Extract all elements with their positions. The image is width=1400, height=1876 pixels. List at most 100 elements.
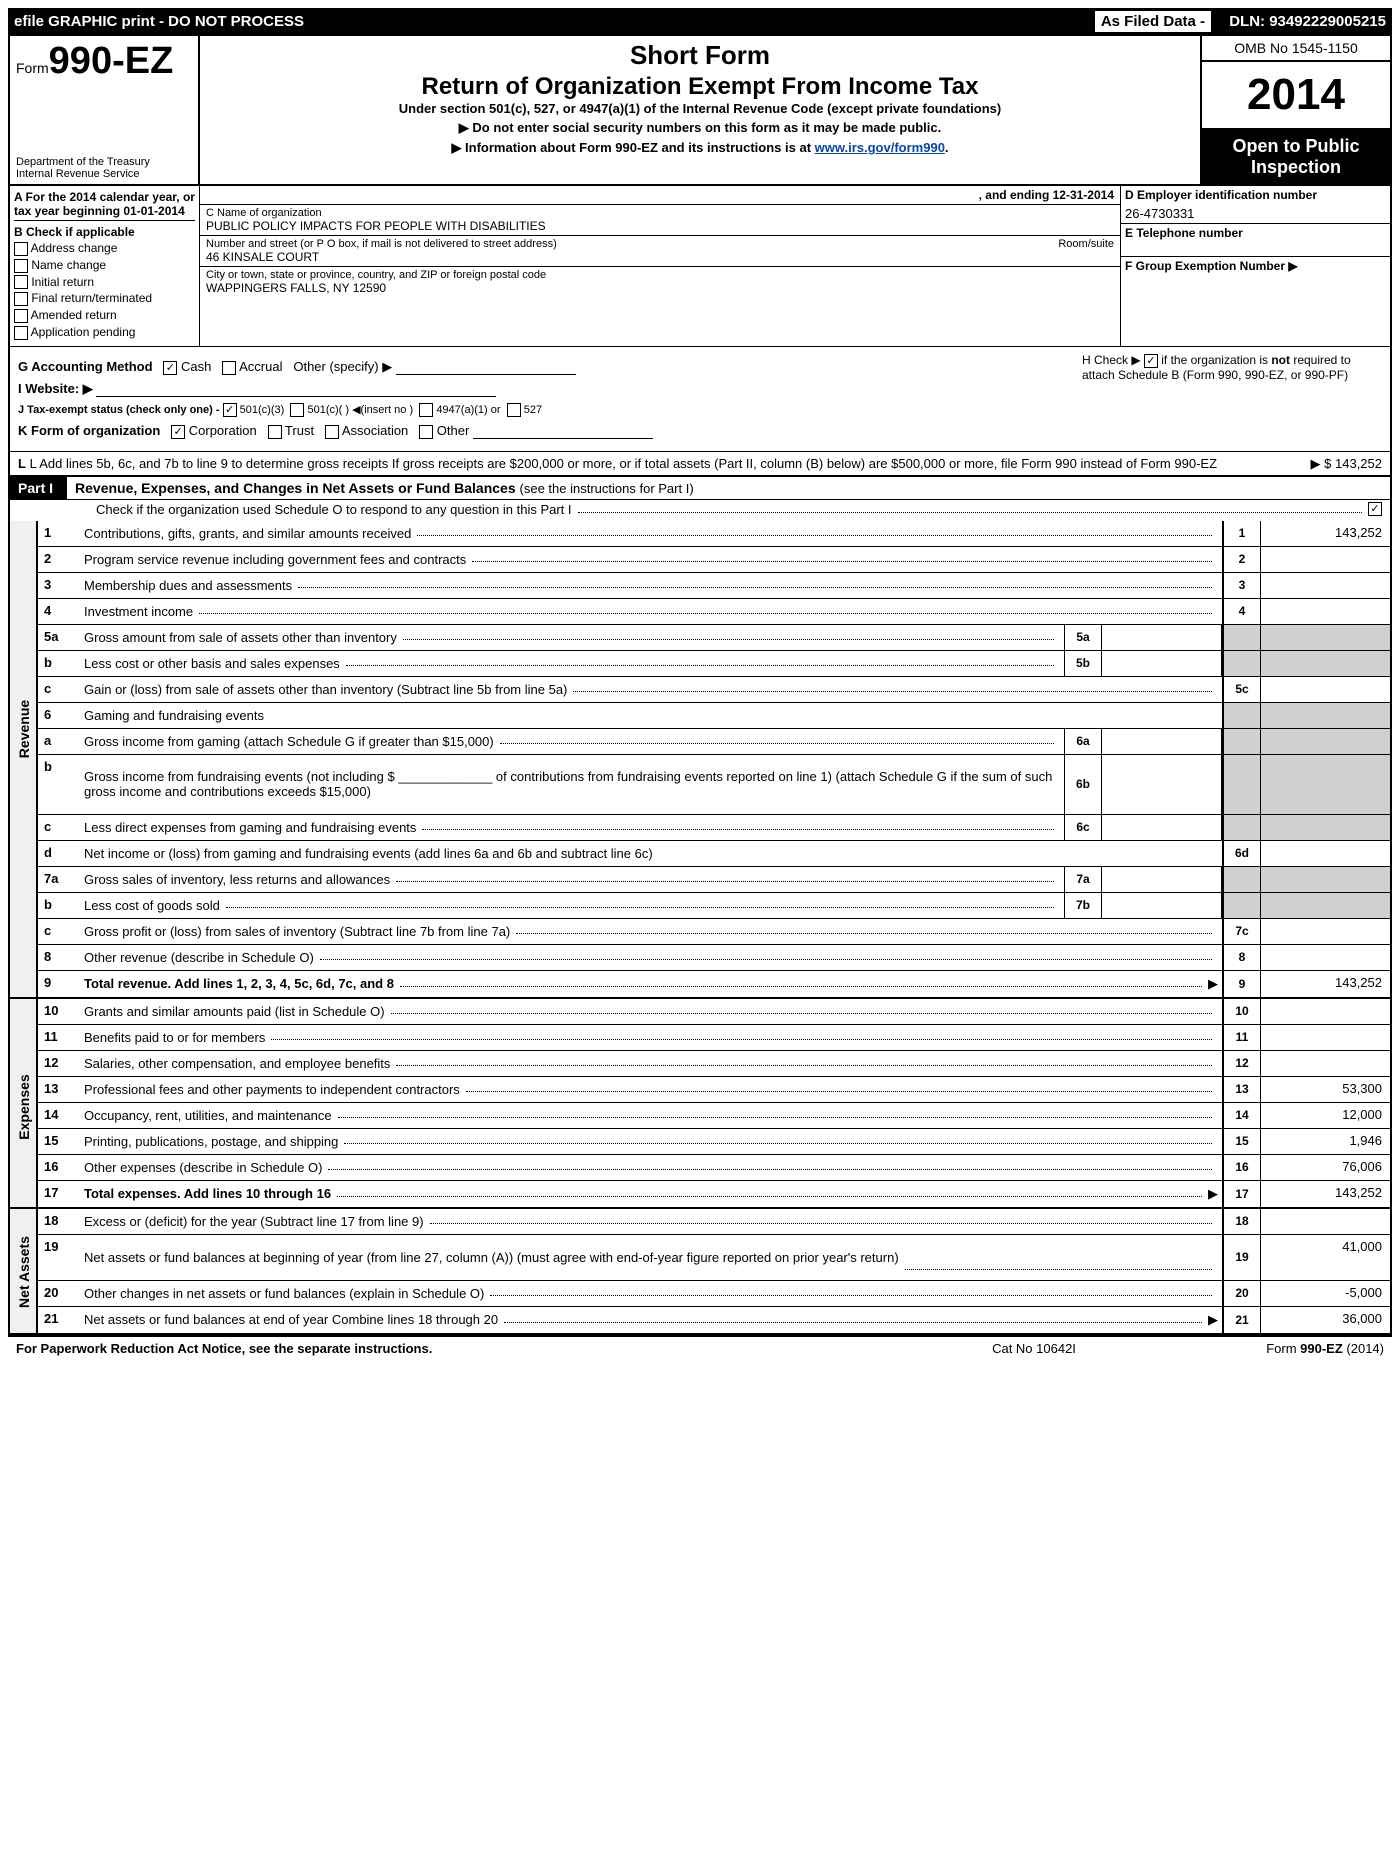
form-id-cell: Form990-EZ Department of the Treasury In… (10, 36, 200, 184)
ein-value: 26-4730331 (1121, 204, 1390, 223)
k-other-chk[interactable] (419, 425, 433, 439)
part1-schedule-o-chk[interactable]: ✓ (1368, 502, 1382, 516)
val-15: 1,946 (1260, 1129, 1390, 1154)
line-18: 18Excess or (deficit) for the year (Subt… (38, 1209, 1390, 1235)
org-name: PUBLIC POLICY IMPACTS FOR PEOPLE WITH DI… (206, 219, 1114, 233)
e-phone: E Telephone number (1121, 223, 1390, 256)
val-17: 143,252 (1260, 1181, 1390, 1207)
line-5a: 5aGross amount from sale of assets other… (38, 625, 1390, 651)
netassets-tab: Net Assets (10, 1209, 38, 1333)
line-21: 21Net assets or fund balances at end of … (38, 1307, 1390, 1333)
b-label: B Check if applicable (14, 225, 195, 239)
netassets-lines: 18Excess or (deficit) for the year (Subt… (38, 1209, 1390, 1333)
street: 46 KINSALE COURT (206, 250, 1114, 264)
line-14: 14Occupancy, rent, utilities, and mainte… (38, 1103, 1390, 1129)
line-4: 4Investment income4 (38, 599, 1390, 625)
l-instruction: L L Add lines 5b, 6c, and 7b to line 9 t… (10, 452, 1390, 477)
return-title: Return of Organization Exempt From Incom… (208, 73, 1192, 101)
ein-label: D Employer identification number (1121, 186, 1390, 204)
chk-address[interactable]: Address change (14, 241, 195, 256)
footer: For Paperwork Reduction Act Notice, see … (8, 1337, 1392, 1360)
line-3: 3Membership dues and assessments3 (38, 573, 1390, 599)
line-5c: cGain or (loss) from sale of assets othe… (38, 677, 1390, 703)
val-13: 53,300 (1260, 1077, 1390, 1102)
org-name-row: C Name of organization PUBLIC POLICY IMP… (200, 205, 1120, 236)
revenue-lines: 1Contributions, gifts, grants, and simil… (38, 521, 1390, 997)
i-website: I Website: ▶ (18, 381, 1382, 397)
chk-pending[interactable]: Application pending (14, 325, 195, 340)
section-abcdef: A For the 2014 calendar year, or tax yea… (10, 186, 1390, 347)
val-16: 76,006 (1260, 1155, 1390, 1180)
under-text: Under section 501(c), 527, or 4947(a)(1)… (208, 101, 1192, 116)
val-20: -5,000 (1260, 1281, 1390, 1306)
topbar-dln: DLN: 93492229005215 (1229, 13, 1392, 30)
expenses-tab: Expenses (10, 999, 38, 1207)
line-6d: dNet income or (loss) from gaming and fu… (38, 841, 1390, 867)
topbar-mid: As Filed Data - (1095, 11, 1211, 32)
line-19: 19Net assets or fund balances at beginni… (38, 1235, 1390, 1281)
line-6c: cLess direct expenses from gaming and fu… (38, 815, 1390, 841)
k-trust-chk[interactable] (268, 425, 282, 439)
city: WAPPINGERS FALLS, NY 12590 (206, 281, 1114, 295)
chk-name[interactable]: Name change (14, 258, 195, 273)
line-10: 10Grants and similar amounts paid (list … (38, 999, 1390, 1025)
line-2: 2Program service revenue including gover… (38, 547, 1390, 573)
val-19: 41,000 (1260, 1235, 1390, 1280)
j-501c3-chk[interactable]: ✓ (223, 403, 237, 417)
val-9: 143,252 (1260, 971, 1390, 997)
part1-label: Part I (10, 477, 67, 499)
j-501c-chk[interactable] (290, 403, 304, 417)
line-13: 13Professional fees and other payments t… (38, 1077, 1390, 1103)
line-8: 8Other revenue (describe in Schedule O)8 (38, 945, 1390, 971)
line-11: 11Benefits paid to or for members11 (38, 1025, 1390, 1051)
section-ghijk: H Check ▶ ✓ if the organization is not r… (10, 347, 1390, 452)
line-6a: aGross income from gaming (attach Schedu… (38, 729, 1390, 755)
form-number: Form990-EZ (16, 40, 192, 83)
line-7a: 7aGross sales of inventory, less returns… (38, 867, 1390, 893)
line-16: 16Other expenses (describe in Schedule O… (38, 1155, 1390, 1181)
revenue-ledger: Revenue 1Contributions, gifts, grants, a… (10, 521, 1390, 999)
g-accrual-chk[interactable] (222, 361, 236, 375)
form-outer: Form990-EZ Department of the Treasury In… (8, 34, 1392, 1337)
j-4947-chk[interactable] (419, 403, 433, 417)
line-6b: bGross income from fundraising events (n… (38, 755, 1390, 815)
footer-paperwork: For Paperwork Reduction Act Notice, see … (16, 1341, 884, 1356)
efile-top-bar: efile GRAPHIC print - DO NOT PROCESS As … (8, 8, 1392, 34)
line-6: 6Gaming and fundraising events (38, 703, 1390, 729)
omb-number: OMB No 1545-1150 (1202, 36, 1390, 62)
line-7c: cGross profit or (loss) from sales of in… (38, 919, 1390, 945)
irs-link[interactable]: www.irs.gov/form990 (815, 140, 945, 155)
open-inspection: Open to Public Inspection (1202, 130, 1390, 184)
line-12: 12Salaries, other compensation, and empl… (38, 1051, 1390, 1077)
k-corp-chk[interactable]: ✓ (171, 425, 185, 439)
chk-amended[interactable]: Amended return (14, 308, 195, 323)
l-amount: ▶ $ 143,252 (1311, 456, 1382, 472)
expenses-lines: 10Grants and similar amounts paid (list … (38, 999, 1390, 1207)
right-cell: OMB No 1545-1150 2014 Open to Public Ins… (1200, 36, 1390, 184)
k-assoc-chk[interactable] (325, 425, 339, 439)
note-ssn: ▶ Do not enter social security numbers o… (208, 120, 1192, 136)
title-cell: Short Form Return of Organization Exempt… (200, 36, 1200, 184)
note-info: ▶ Information about Form 990-EZ and its … (208, 140, 1192, 156)
col-def: D Employer identification number 26-4730… (1120, 186, 1390, 346)
line-15: 15Printing, publications, postage, and s… (38, 1129, 1390, 1155)
short-form: Short Form (208, 40, 1192, 71)
h-checkbox[interactable]: ✓ (1144, 354, 1158, 368)
topbar-left: efile GRAPHIC print - DO NOT PROCESS (8, 13, 1093, 30)
f-group: F Group Exemption Number ▶ (1121, 256, 1390, 275)
g-cash-chk[interactable]: ✓ (163, 361, 177, 375)
h-box: H Check ▶ ✓ if the organization is not r… (1082, 353, 1382, 382)
part1-sub: Check if the organization used Schedule … (10, 500, 1390, 521)
val-14: 12,000 (1260, 1103, 1390, 1128)
j-status: J Tax-exempt status (check only one) - ✓… (18, 403, 1382, 417)
line-5b: bLess cost or other basis and sales expe… (38, 651, 1390, 677)
col-b: A For the 2014 calendar year, or tax yea… (10, 186, 200, 346)
line-9: 9Total revenue. Add lines 1, 2, 3, 4, 5c… (38, 971, 1390, 997)
val-21: 36,000 (1260, 1307, 1390, 1333)
netassets-ledger: Net Assets 18Excess or (deficit) for the… (10, 1209, 1390, 1335)
line-1: 1Contributions, gifts, grants, and simil… (38, 521, 1390, 547)
part1-header: Part I Revenue, Expenses, and Changes in… (10, 477, 1390, 500)
j-527-chk[interactable] (507, 403, 521, 417)
chk-final[interactable]: Final return/terminated (14, 291, 195, 306)
chk-initial[interactable]: Initial return (14, 275, 195, 290)
